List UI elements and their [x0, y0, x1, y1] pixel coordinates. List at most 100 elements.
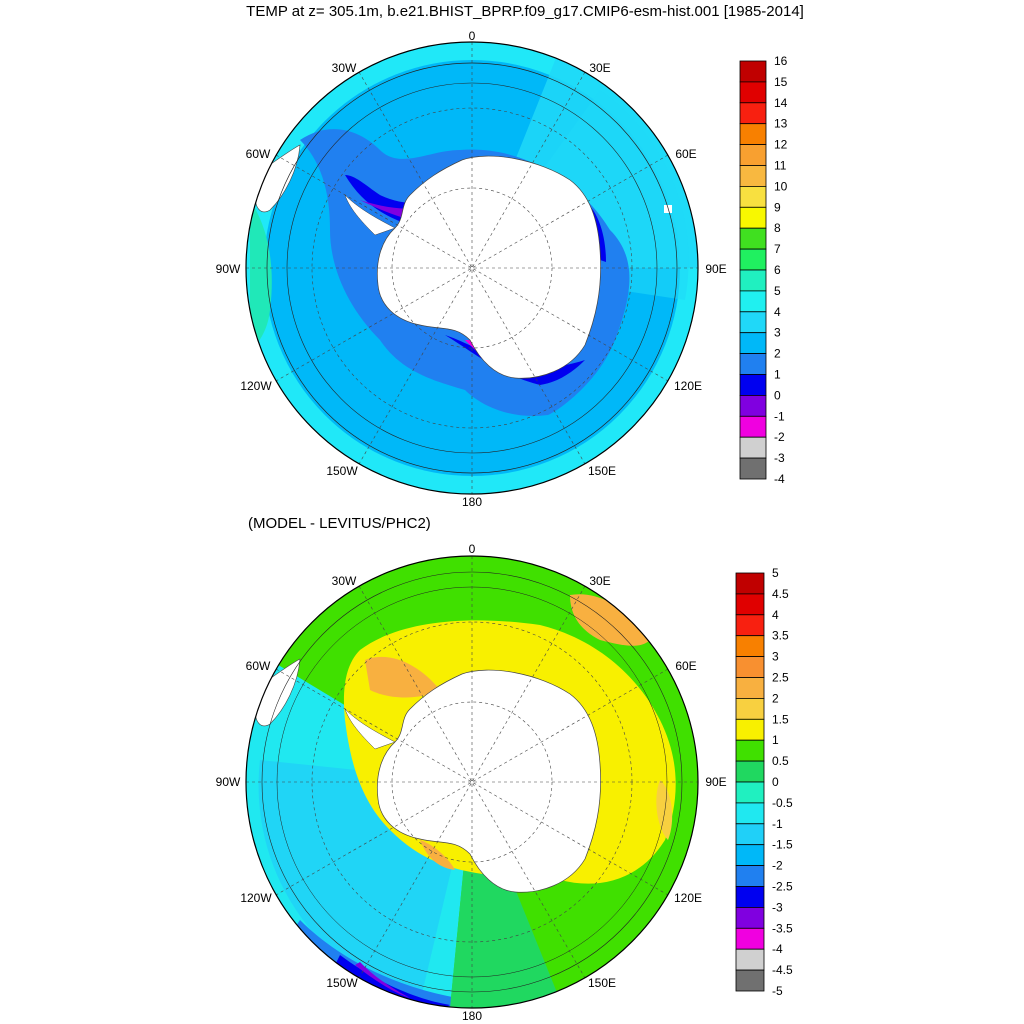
colorbar-swatch [739, 185, 767, 208]
colorbar-swatch [735, 886, 765, 908]
colorbar-swatch [739, 394, 767, 417]
colorbar-swatch [735, 865, 765, 887]
colorbar-label: -3 [772, 900, 783, 914]
colorbar-label: 6 [774, 263, 781, 277]
colorbar-label: -1 [772, 817, 783, 831]
lon-label: 90E [705, 775, 726, 789]
colorbar-label: 8 [774, 221, 781, 235]
colorbar-swatch [739, 102, 767, 125]
lon-label: 150E [588, 464, 616, 478]
antarctica-land [377, 669, 601, 893]
colorbar-label: 2.5 [772, 671, 789, 685]
lon-label: 180 [462, 495, 482, 509]
colorbar-label: 14 [774, 96, 788, 110]
colorbar-label: 0.5 [772, 754, 789, 768]
positive-patch-w [365, 656, 440, 698]
colorbar-swatch [739, 269, 767, 292]
lon-label: 120E [674, 891, 702, 905]
lon-label: 120W [240, 891, 272, 905]
colorbar-label: -4 [774, 472, 785, 486]
colorbar-swatch [739, 227, 767, 250]
colorbar-swatch [739, 353, 767, 375]
colorbar-swatch [735, 844, 765, 867]
colorbar-swatch [739, 311, 767, 334]
lon-label: 90W [216, 775, 241, 789]
colorbar-label: 0 [772, 775, 779, 789]
colorbar-label: -2 [774, 430, 785, 444]
colorbar-label: 3 [772, 650, 779, 664]
map-panel-difference: 0 30E 60E 90E 120E 150E 180 150W 120W 90… [216, 542, 793, 1023]
colorbar-swatch [739, 60, 767, 83]
colorbar-swatch [739, 374, 767, 396]
colorbar-swatch [739, 290, 767, 313]
colorbar-swatch [739, 144, 767, 166]
colorbar-label: -3.5 [772, 921, 793, 935]
colorbar-label: -1.5 [772, 838, 793, 852]
lon-label: 60E [675, 659, 696, 673]
lon-label: 90W [216, 262, 241, 276]
lon-label: 0 [469, 29, 476, 43]
colorbar-swatch [735, 760, 765, 783]
colorbar-label: -3 [774, 451, 785, 465]
lon-labels: 0 30E 60E 90E 120E 150E 180 150W 120W 90… [216, 542, 727, 1023]
colorbar-label: 9 [774, 200, 781, 214]
colorbar-label: 1.5 [772, 712, 789, 726]
lon-label: 0 [469, 542, 476, 556]
colorbar-swatch [735, 614, 765, 637]
graticule [246, 42, 698, 494]
panel2-title: (MODEL - LEVITUS/PHC2) [248, 515, 431, 532]
lon-label: 30E [589, 61, 610, 75]
colorbar-swatch [735, 823, 765, 846]
colorbar-swatch [739, 206, 767, 229]
colorbar-label: 2 [774, 347, 781, 361]
colorbar-swatch [735, 718, 765, 741]
colorbar-label: -5 [772, 984, 783, 998]
colorbar-label: -0.5 [772, 796, 793, 810]
colorbar-label: 5 [772, 566, 779, 580]
colorbar-swatch [739, 165, 767, 187]
colorbar-swatch [735, 593, 765, 616]
antarctica-land [377, 155, 601, 379]
lon-label: 60W [246, 147, 271, 161]
negative-pocket [355, 962, 410, 998]
colorbar-label: 5 [774, 284, 781, 298]
colorbar-swatch [739, 248, 767, 271]
colorbar-swatch [739, 123, 767, 145]
colorbar-swatch [735, 969, 765, 992]
colorbar-label: 10 [774, 179, 788, 193]
colorbar-label: -4 [772, 942, 783, 956]
contour-line [261, 571, 683, 993]
lon-label: 90E [705, 262, 726, 276]
lon-label: 30E [589, 574, 610, 588]
colorbar-label: 7 [774, 242, 781, 256]
colorbar-label: -2 [772, 859, 783, 873]
map-border [245, 555, 699, 1009]
colorbar-swatch [735, 698, 765, 720]
map-panel-temperature: 0 30E 60E 90E 120E 150E 180 150W 120W 90… [216, 29, 788, 509]
lon-label: 150W [326, 976, 358, 990]
colorbar-label: 11 [774, 159, 787, 173]
colorbar-swatch [739, 457, 767, 480]
colorbar-swatch [739, 415, 767, 438]
colorbar-label: -1 [774, 409, 785, 423]
colorbar-swatch [735, 907, 765, 929]
colorbar-swatch [735, 781, 765, 804]
colorbar-swatch [739, 81, 767, 104]
figure-title: TEMP at z= 305.1m, b.e21.BHIST_BPRP.f09_… [246, 3, 804, 20]
colorbar-swatch [739, 436, 767, 459]
colorbar-label: 2 [772, 691, 779, 705]
colorbar-swatch [735, 802, 765, 825]
negative-band-sw-2 [335, 955, 450, 1008]
colorbar-label: 4 [772, 608, 779, 622]
colorbar-label: 15 [774, 75, 788, 89]
map-border [245, 41, 699, 495]
lon-label: 150W [326, 464, 358, 478]
south-america-tip [254, 658, 301, 727]
positive-patch-ne [570, 594, 650, 646]
positive-patch-s [420, 840, 455, 870]
lon-label: 60E [675, 147, 696, 161]
lon-label: 120W [240, 379, 272, 393]
colorbar-swatch [735, 572, 765, 595]
